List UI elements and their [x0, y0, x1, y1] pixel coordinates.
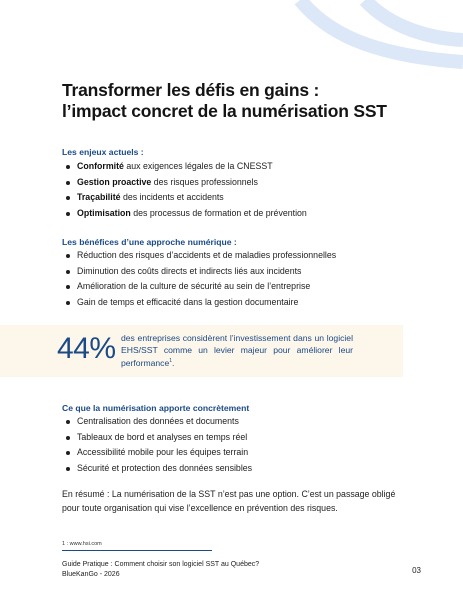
page-number: 03	[412, 566, 421, 575]
page-title: Transformer les défis en gains : l’impac…	[62, 80, 422, 122]
list-item: Amélioration de la culture de sécurité a…	[62, 279, 422, 295]
stat-callout-band	[0, 325, 403, 377]
footnote: 1 : www.hsi.com	[62, 541, 102, 547]
title-line-1: Transformer les défis en gains :	[62, 80, 320, 100]
enjeux-list: Conformité aux exigences légales de la C…	[62, 159, 422, 221]
list-item: Réduction des risques d’accidents et de …	[62, 248, 422, 264]
list-item: Conformité aux exigences légales de la C…	[62, 159, 422, 175]
list-item: Tableaux de bord et analyses en temps ré…	[62, 430, 422, 446]
list-item: Gain de temps et efficacité dans la gest…	[62, 295, 422, 311]
concret-list: Centralisation des données et documents …	[62, 414, 422, 476]
summary-paragraph: En résumé : La numérisation de la SST n’…	[62, 489, 396, 513]
title-line-2: l’impact concret de la numérisation SST	[62, 101, 387, 121]
list-item: Accessibilité mobile pour les équipes te…	[62, 445, 422, 461]
decorative-arcs	[294, 0, 463, 69]
footer-guide-title: Guide Pratique : Comment choisir son log…	[62, 561, 260, 568]
footer-brand: BlueKanGo - 2026	[62, 571, 120, 578]
section-heading-concret: Ce que la numérisation apporte concrètem…	[62, 403, 250, 413]
stat-text: des entreprises considèrent l’investisse…	[121, 333, 353, 368]
footer: Guide Pratique : Comment choisir son log…	[62, 560, 259, 580]
list-item: Diminution des coûts directs et indirect…	[62, 264, 422, 280]
section-heading-benefices: Les bénéfices d’une approche numérique :	[62, 237, 237, 247]
list-item: Traçabilité des incidents et accidents	[62, 190, 422, 206]
footnote-ref: 1	[169, 358, 173, 364]
list-item: Sécurité et protection des données sensi…	[62, 461, 422, 477]
section-heading-enjeux: Les enjeux actuels :	[62, 147, 144, 157]
list-item: Optimisation des processus de formation …	[62, 206, 422, 222]
benefices-list: Réduction des risques d’accidents et de …	[62, 248, 422, 310]
stat-number: 44%	[57, 332, 116, 365]
list-item: Centralisation des données et documents	[62, 414, 422, 430]
list-item: Gestion proactive des risques profession…	[62, 175, 422, 191]
footnote-divider	[62, 550, 212, 551]
